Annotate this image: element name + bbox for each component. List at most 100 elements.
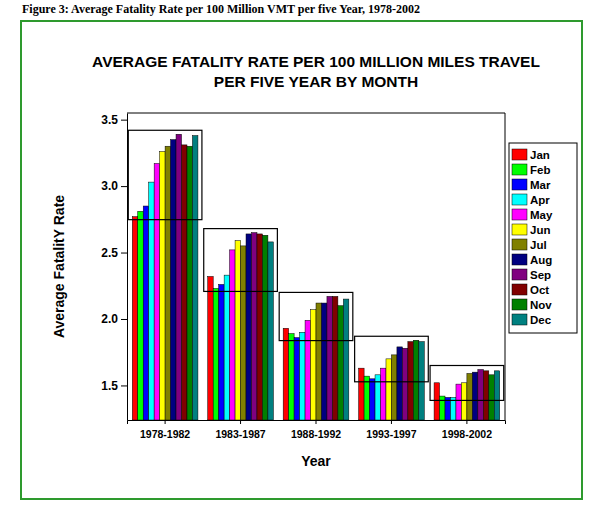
tick-label: 3.5 xyxy=(101,113,118,127)
bar xyxy=(132,217,137,420)
bar xyxy=(413,340,418,420)
legend-box xyxy=(509,143,577,333)
legend-label: Jan xyxy=(530,149,550,161)
bar xyxy=(332,296,337,420)
bar xyxy=(241,246,246,420)
x-tick: 1998-2002 xyxy=(442,420,492,440)
y-tick: 2.5 xyxy=(101,246,127,260)
bar xyxy=(160,152,165,420)
legend-swatch xyxy=(512,314,527,325)
plot-frame xyxy=(505,113,506,420)
tick-label: 1.5 xyxy=(101,379,118,393)
legend-label: Aug xyxy=(530,254,552,266)
bar xyxy=(171,140,176,420)
bar xyxy=(467,373,472,420)
tick-label: 1998-2002 xyxy=(442,428,492,440)
bar xyxy=(149,182,154,420)
bar xyxy=(294,338,299,420)
legend-swatch xyxy=(512,239,527,250)
bar xyxy=(386,359,391,420)
tick-mark xyxy=(316,420,317,424)
group-box xyxy=(204,229,278,292)
y-tick: 1.5 xyxy=(101,379,127,393)
x-tick: 1983-1987 xyxy=(215,420,265,440)
tick-label: 1983-1987 xyxy=(215,428,265,440)
tick-mark xyxy=(121,319,127,320)
y-tick: 2.0 xyxy=(101,312,127,326)
x-tick: 1988-1992 xyxy=(291,420,341,440)
chart: Figure 3: Average Fatality Rate per 100 … xyxy=(0,0,600,511)
legend-swatch xyxy=(512,194,527,205)
bar xyxy=(494,371,499,420)
bar xyxy=(230,250,235,420)
bar xyxy=(143,206,148,420)
tick-mark xyxy=(165,420,166,424)
bar xyxy=(456,384,461,420)
bar xyxy=(440,396,445,420)
bar xyxy=(138,211,143,420)
title: PER FIVE YEAR BY MONTH xyxy=(214,73,418,90)
legend-label: May xyxy=(530,209,553,221)
tick-label: 1988-1992 xyxy=(291,428,341,440)
legend-label: Jun xyxy=(530,224,550,236)
tick-label: 2.5 xyxy=(101,246,118,260)
group-box xyxy=(430,365,504,400)
x-tick: 1993-1997 xyxy=(366,420,416,440)
bar xyxy=(224,275,229,420)
y-axis-title: Average FatalitY Rate xyxy=(51,195,67,338)
bar xyxy=(419,342,424,420)
group-box xyxy=(355,336,429,382)
bar xyxy=(219,284,224,420)
tick-mark xyxy=(466,420,467,424)
legend-label: Mar xyxy=(530,179,551,191)
tick-label: 3.0 xyxy=(101,179,118,193)
bar xyxy=(472,372,477,420)
bar xyxy=(434,383,439,420)
axis-line xyxy=(127,114,128,421)
legend: JanFebMarAprMayJunJulAugSepOctNovDec xyxy=(509,143,577,333)
legend-label: Jul xyxy=(530,239,547,251)
tick-mark xyxy=(121,120,127,121)
bar xyxy=(478,369,483,420)
bar xyxy=(187,146,192,420)
y-tick: 3.5 xyxy=(101,113,127,127)
bar xyxy=(483,371,488,420)
bar xyxy=(316,303,321,420)
legend-swatch xyxy=(512,254,527,265)
bar xyxy=(154,164,159,420)
bar xyxy=(311,310,316,420)
legend-label: Feb xyxy=(530,164,550,176)
bars xyxy=(132,134,499,420)
legend-label: Oct xyxy=(530,284,549,296)
bar xyxy=(262,235,267,420)
tick-label: 1993-1997 xyxy=(366,428,416,440)
legend-label: Dec xyxy=(530,314,552,326)
legend-label: Nov xyxy=(530,299,552,311)
bar xyxy=(213,288,218,420)
legend-swatch xyxy=(512,269,527,280)
bar xyxy=(235,241,240,420)
tick-mark xyxy=(240,420,241,424)
bar xyxy=(305,320,310,420)
axis-line xyxy=(128,421,506,425)
group-box xyxy=(128,130,202,219)
bar xyxy=(283,328,288,420)
legend-label: Apr xyxy=(530,194,550,206)
group-boxes xyxy=(128,130,503,400)
legend-swatch xyxy=(512,209,527,220)
bar xyxy=(289,334,294,420)
bar xyxy=(300,332,305,420)
tick-label: 2.0 xyxy=(101,312,118,326)
bar xyxy=(176,134,181,420)
bar xyxy=(391,355,396,420)
bar xyxy=(321,303,326,420)
bar xyxy=(165,146,170,420)
bar xyxy=(246,234,251,420)
tick-mark xyxy=(391,420,392,424)
y-tick: 3.0 xyxy=(101,179,127,193)
x-axis: 1978-19821983-19871988-19921993-19971998… xyxy=(128,420,506,440)
bar xyxy=(397,347,402,420)
bar xyxy=(489,375,494,420)
legend-swatch xyxy=(512,179,527,190)
legend-swatch xyxy=(512,299,527,310)
